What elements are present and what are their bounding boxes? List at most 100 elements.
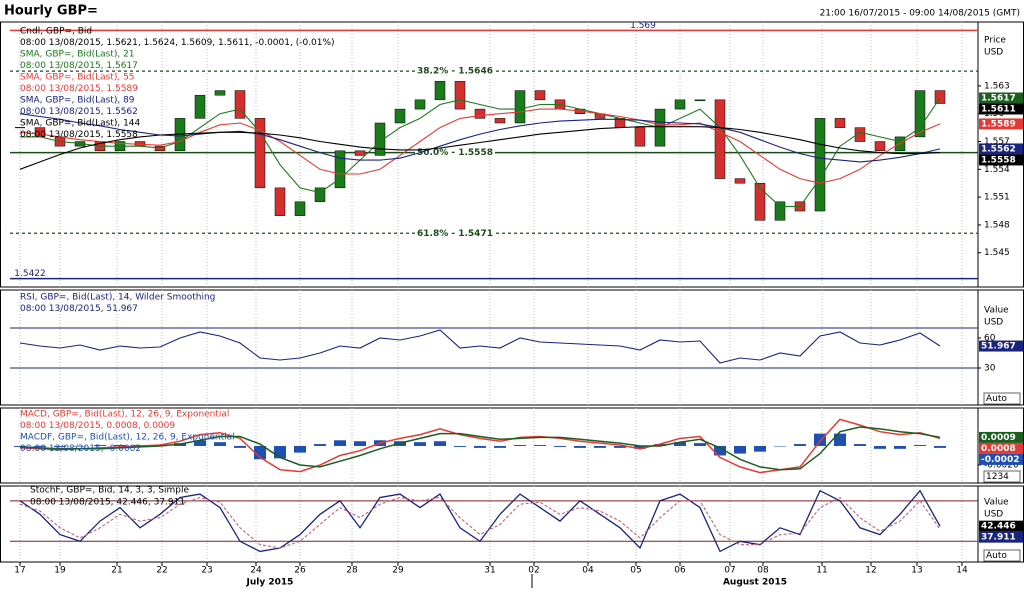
scale-button-label[interactable]: 1234: [986, 472, 1009, 482]
histogram-bar: [654, 444, 666, 446]
value-box-label: -0.0002: [981, 455, 1019, 465]
histogram-bar: [354, 441, 366, 446]
candle: [734, 178, 746, 184]
stoch-line: [19, 489, 941, 553]
value-box-label: 1.5562: [981, 144, 1016, 154]
x-tick-label: 07: [724, 566, 735, 576]
histogram-bar: [534, 445, 546, 446]
candle: [514, 90, 526, 124]
histogram-bar: [934, 445, 946, 448]
level-label: 61.8% - 1.5471: [417, 229, 493, 239]
y-tick-label: 1.551: [984, 193, 1010, 203]
x-tick-label: 24: [250, 566, 262, 576]
histogram-bar: [54, 445, 66, 447]
histogram-bar: [414, 442, 426, 446]
x-tick-label: 29: [392, 566, 404, 576]
candle: [254, 118, 266, 189]
axis-unit: USD: [984, 318, 1003, 328]
histogram-bar: [794, 444, 806, 446]
candle: [214, 90, 226, 96]
level-label: 1.569: [630, 21, 656, 31]
candle: [874, 141, 886, 152]
histogram-bar: [194, 440, 206, 446]
candle: [314, 187, 326, 203]
histogram-bar: [494, 445, 506, 448]
legend-name: SMA, GBP=, Bid(Last), 144: [20, 119, 141, 129]
candle: [234, 90, 246, 119]
histogram-bar: [234, 445, 246, 448]
histogram-bar: [874, 445, 886, 449]
histogram-bar: [114, 445, 126, 446]
legend-detail: 08:00 13/08/2015, 51.967: [20, 304, 138, 314]
x-tick-label: 05: [630, 566, 641, 576]
legend-detail: 08:00 13/08/2015, 1.5621, 1.5624, 1.5609…: [20, 38, 335, 48]
indicator-line: [19, 329, 941, 364]
value-box: [979, 154, 1023, 166]
candle: [354, 150, 366, 156]
histogram-bar: [834, 433, 846, 446]
histogram-bar: [814, 433, 826, 446]
scale-button-label[interactable]: Auto: [986, 394, 1007, 404]
x-tick-label: 13: [911, 566, 922, 576]
legend-detail: 08:00 13/08/2015, 1.5558: [20, 130, 138, 140]
x-tick-label: 22: [156, 566, 167, 576]
candle: [814, 118, 826, 212]
legend-detail: 08:00 13/08/2015, 42.446, 37.911: [30, 498, 185, 508]
value-box-label: 1.5611: [981, 104, 1016, 114]
candle: [714, 99, 726, 179]
legend-name: Cndl, GBP=, Bid: [20, 27, 92, 37]
x-tick-label: 04: [582, 566, 594, 576]
scale-button-label[interactable]: Auto: [986, 551, 1007, 561]
y-tick-label: 1.563: [984, 81, 1010, 91]
chart-title: Hourly GBP=: [4, 4, 98, 19]
histogram-bar: [714, 445, 726, 456]
value-box-label: 0.0008: [981, 444, 1016, 454]
axis-unit: Price: [984, 36, 1006, 46]
date-range: 21:00 16/07/2015 - 09:00 14/08/2015 (GMT…: [820, 9, 1020, 19]
x-tick-label: 06: [674, 566, 686, 576]
legend-name: SMA, GBP=, Bid(Last), 55: [20, 73, 135, 83]
value-box: [979, 143, 1023, 155]
histogram-bar: [474, 445, 486, 448]
candle: [274, 187, 286, 216]
histogram-bar: [554, 445, 566, 447]
y-tick-label: 1.545: [984, 248, 1010, 258]
legend-detail: 08:00 13/08/2015, 0.0008, 0.0009: [20, 421, 175, 431]
candle: [294, 201, 306, 216]
x-tick-label: 14: [956, 566, 968, 576]
x-tick-label: 19: [54, 566, 66, 576]
x-tick-label: 12: [865, 566, 876, 576]
axis-unit: USD: [984, 510, 1003, 520]
candle: [934, 90, 946, 104]
histogram-bar: [94, 445, 106, 446]
scale-button[interactable]: [983, 470, 1021, 483]
histogram-bar: [634, 445, 646, 449]
histogram-bar: [454, 445, 466, 447]
legend-detail: 08:00 13/08/2015, -0.0002: [20, 444, 141, 454]
value-box-label: 51.967: [981, 342, 1016, 352]
histogram-bar: [774, 445, 786, 447]
candle: [634, 127, 646, 147]
histogram-bar: [894, 445, 906, 449]
candle: [534, 90, 546, 101]
candle: [774, 201, 786, 221]
x-tick-label: 31: [484, 566, 495, 576]
x-tick-label: 02: [528, 566, 539, 576]
sma-line: [19, 126, 941, 170]
candle: [454, 81, 466, 110]
y-tick-label: 1.554: [984, 165, 1010, 175]
y-tick-label: 30: [984, 364, 996, 374]
scale-button[interactable]: [983, 392, 1021, 405]
histogram-bar: [574, 445, 586, 448]
legend-name: MACD, GBP=, Bid(Last), 12, 26, 9, Expone…: [20, 410, 229, 420]
candle: [414, 99, 426, 110]
sma-line: [20, 97, 941, 207]
x-tick-label: 21: [111, 566, 122, 576]
histogram-bar: [734, 445, 746, 454]
value-box-label: 37.911: [981, 533, 1016, 543]
scale-button[interactable]: [983, 549, 1021, 562]
candle: [374, 122, 386, 156]
month-label: July 2015: [246, 578, 294, 588]
candle: [834, 118, 846, 128]
value-box-label: 1.5558: [981, 155, 1016, 165]
